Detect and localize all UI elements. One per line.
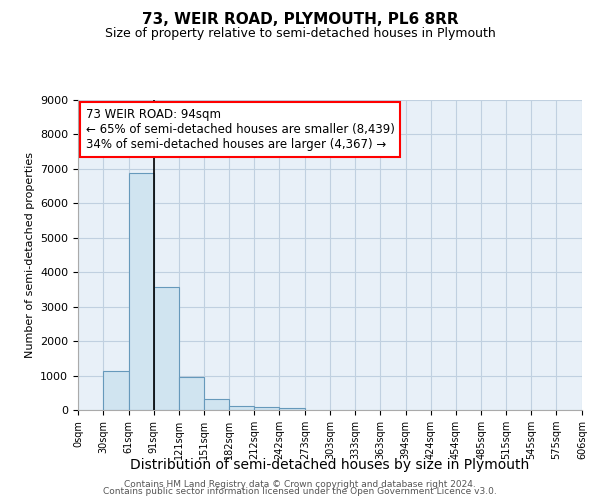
Bar bbox=[103, 371, 129, 410]
Bar bbox=[203, 398, 229, 410]
Text: Contains HM Land Registry data © Crown copyright and database right 2024.: Contains HM Land Registry data © Crown c… bbox=[124, 480, 476, 489]
Bar bbox=[129, 173, 154, 410]
Text: Distribution of semi-detached houses by size in Plymouth: Distribution of semi-detached houses by … bbox=[130, 458, 530, 472]
Text: 73, WEIR ROAD, PLYMOUTH, PL6 8RR: 73, WEIR ROAD, PLYMOUTH, PL6 8RR bbox=[142, 12, 458, 28]
Bar bbox=[254, 407, 279, 410]
Bar bbox=[229, 406, 254, 410]
Y-axis label: Number of semi-detached properties: Number of semi-detached properties bbox=[25, 152, 35, 358]
Text: Size of property relative to semi-detached houses in Plymouth: Size of property relative to semi-detach… bbox=[104, 28, 496, 40]
Text: Contains public sector information licensed under the Open Government Licence v3: Contains public sector information licen… bbox=[103, 488, 497, 496]
Bar bbox=[279, 408, 305, 410]
Bar bbox=[179, 376, 203, 410]
Text: 73 WEIR ROAD: 94sqm
← 65% of semi-detached houses are smaller (8,439)
34% of sem: 73 WEIR ROAD: 94sqm ← 65% of semi-detach… bbox=[86, 108, 394, 151]
Bar bbox=[154, 288, 179, 410]
